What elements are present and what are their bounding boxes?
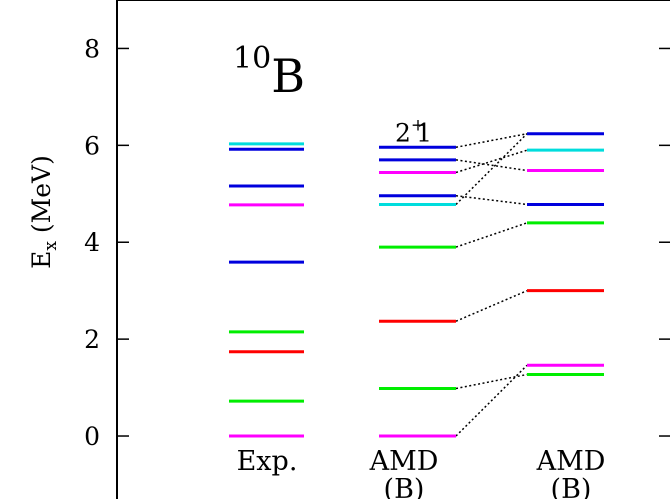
connection-line [455,222,528,248]
column-label: (B) [384,474,425,499]
connection-line [455,373,528,390]
column-label: Exp. [237,446,298,477]
chart-title: 10B [233,41,305,103]
y-axis: 0 2 4 6 8 [84,34,670,451]
column-label: (B) [551,474,592,499]
level-label: 2+1 [395,115,432,147]
column-label: AMD [369,446,439,477]
level-labels: 3+1+0+11+2+3+2+12+4+3+1+0+11+4+2+3+2+2+1 [395,115,432,147]
column-label: AMD [536,446,606,477]
column-labels: Exp. AMD(B)AMD(B) [237,446,606,499]
connection-line [455,194,528,206]
connection-line [455,159,528,172]
y-tick-label: 6 [84,131,100,160]
y-tick-label: 2 [84,325,100,354]
y-axis-title: Ex (MeV) [27,155,61,269]
y-tick-label: 0 [84,422,100,451]
connection-line [455,133,528,205]
connection-line [455,149,528,174]
plot-frame [116,0,670,499]
y-tick-label: 8 [84,34,100,63]
connection-line [455,132,528,149]
y-tick-label: 4 [84,228,100,257]
energy-levels [229,132,604,438]
connection-line [455,364,528,437]
connection-lines [455,132,528,437]
connection-line [455,289,528,322]
